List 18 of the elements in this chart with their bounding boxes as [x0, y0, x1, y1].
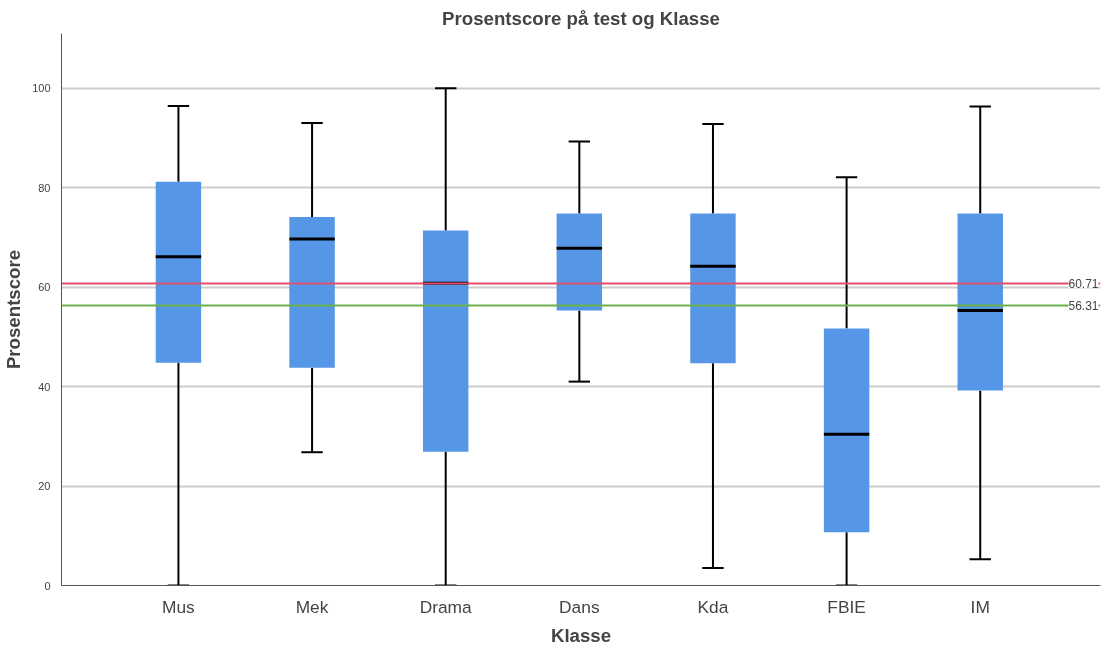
y-tick-label: 80 [38, 181, 51, 194]
chart-title: Prosentscore på test og Klasse [442, 7, 720, 29]
x-tick-label: Dans [559, 596, 600, 617]
x-tick-label: IM [970, 596, 990, 617]
y-tick-label: 60 [38, 281, 51, 294]
x-tick-label: Kda [697, 596, 729, 617]
x-tick-label: FBIE [827, 596, 866, 617]
x-tick-label: Mek [295, 596, 329, 617]
x-axis-title: Klasse [550, 624, 612, 646]
y-axis-title: Prosentscore [3, 249, 25, 370]
y-tick-label: 40 [38, 380, 51, 393]
y-tick-label: 20 [38, 480, 51, 493]
x-tick-label: Mus [162, 596, 196, 617]
ref-line-label: 60.71 [1068, 277, 1099, 292]
x-tick-label: Drama [419, 596, 473, 617]
y-tick-label: 100 [32, 82, 51, 95]
y-tick-label: 0 [44, 579, 51, 592]
ref-line-label: 56.31 [1068, 298, 1099, 313]
